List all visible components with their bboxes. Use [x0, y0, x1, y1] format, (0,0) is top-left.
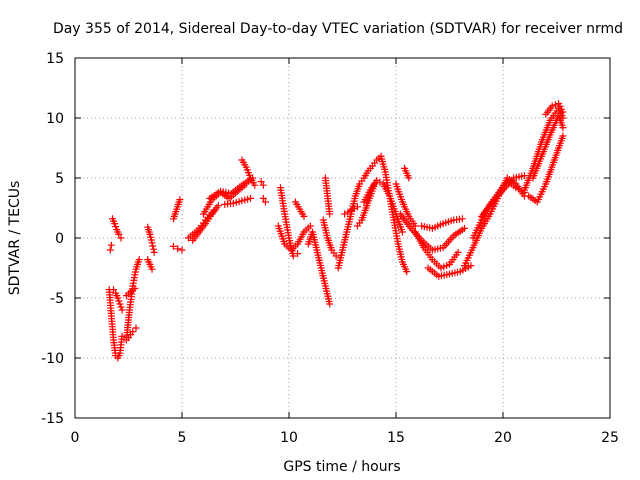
- data-point: [300, 212, 308, 220]
- y-tick-label: 15: [46, 51, 64, 67]
- data-point-fill: [149, 245, 157, 253]
- data-point: [347, 206, 355, 214]
- axis-ticks: 0 5 10 15 20 25 15 10 5 0 -5 -10 -15: [41, 51, 619, 446]
- data-point: [261, 198, 269, 206]
- data-point-fill: [117, 303, 125, 311]
- data-point: [214, 202, 222, 210]
- data-point: [150, 248, 158, 256]
- x-tick-label: 10: [280, 430, 298, 446]
- x-tick-label: 0: [71, 430, 80, 446]
- data-point-fill: [115, 297, 123, 305]
- data-point: [460, 224, 468, 232]
- data-point: [117, 234, 125, 242]
- data-point: [306, 222, 314, 230]
- data-point: [118, 332, 126, 340]
- data-point: [148, 239, 156, 247]
- chart-title: Day 355 of 2014, Sidereal Day-to-day VTE…: [53, 21, 623, 37]
- x-tick-label: 15: [387, 430, 405, 446]
- x-axis-label: GPS time / hours: [283, 459, 400, 475]
- data-point: [467, 262, 475, 270]
- data-point: [110, 286, 118, 294]
- data-point: [403, 268, 411, 276]
- data-point: [178, 246, 186, 254]
- y-tick-label: 10: [46, 111, 64, 127]
- data-point: [115, 230, 123, 238]
- data-point: [106, 246, 114, 254]
- data-point: [289, 252, 297, 260]
- x-tick-label: 25: [601, 430, 619, 446]
- y-tick-label: -5: [50, 291, 64, 307]
- data-point: [259, 181, 267, 189]
- data-point-fill: [112, 223, 120, 231]
- data-point: [326, 300, 334, 308]
- data-point: [458, 215, 466, 223]
- data-point: [116, 300, 124, 308]
- data-point: [257, 178, 265, 186]
- data-point: [454, 248, 462, 256]
- data-point: [169, 242, 177, 250]
- data-point: [251, 181, 259, 189]
- data-point: [174, 245, 182, 253]
- data-point: [118, 306, 126, 314]
- data-point: [405, 174, 413, 182]
- data-point: [559, 132, 567, 140]
- y-tick-label: 5: [55, 171, 64, 187]
- y-axis-label: SDTVAR / TECUs: [7, 181, 23, 296]
- y-tick-label: -15: [41, 411, 64, 427]
- data-point: [131, 284, 139, 292]
- x-tick-label: 5: [178, 430, 187, 446]
- data-point: [132, 324, 140, 332]
- y-tick-label: 0: [55, 231, 64, 247]
- data-point: [398, 228, 406, 236]
- data-point: [548, 102, 556, 110]
- data-point: [353, 203, 361, 211]
- data-point-fill: [149, 242, 157, 250]
- data-point: [114, 294, 122, 302]
- data-point: [332, 252, 340, 260]
- y-tick-label: -10: [41, 351, 64, 367]
- data-point: [294, 250, 302, 258]
- data-point-fill: [376, 178, 384, 186]
- grid-layer: [75, 58, 610, 418]
- data-point: [176, 196, 184, 204]
- data-point: [135, 256, 143, 264]
- data-point: [129, 328, 137, 336]
- data-point: [107, 241, 115, 249]
- data-point: [148, 265, 156, 273]
- data-point: [111, 220, 119, 228]
- data-point: [559, 108, 567, 116]
- data-point: [326, 210, 334, 218]
- x-tick-label: 20: [494, 430, 512, 446]
- data-point: [259, 194, 267, 202]
- data-point: [246, 194, 254, 202]
- data-point: [559, 124, 567, 132]
- data-point-fill: [551, 101, 559, 109]
- data-points: [105, 100, 567, 362]
